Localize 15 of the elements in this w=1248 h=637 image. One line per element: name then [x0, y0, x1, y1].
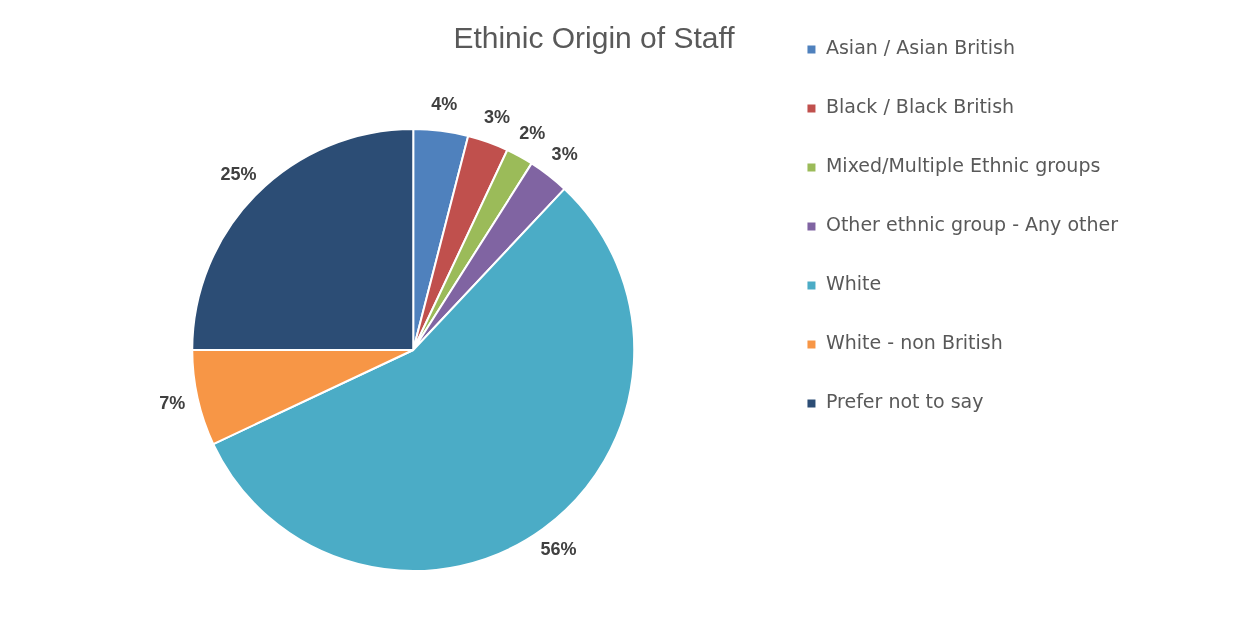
legend-label: Other ethnic group - Any other	[825, 213, 1119, 236]
legend-label: Prefer not to say	[825, 390, 984, 413]
data-label: 56%	[540, 538, 577, 559]
legend-label: White	[825, 272, 882, 295]
chart-title: Ethinic Origin of Staff	[453, 21, 736, 55]
legend-label: Asian / Asian British	[825, 36, 1016, 59]
data-label: 2%	[519, 122, 546, 143]
legend-label: Black / Black British	[825, 95, 1015, 118]
data-label: 25%	[220, 164, 257, 185]
data-label: 7%	[159, 392, 186, 413]
data-label: 3%	[551, 143, 578, 164]
data-label: 4%	[431, 93, 458, 114]
legend-label: Mixed/Multiple Ethnic groups	[825, 154, 1101, 177]
legend-label: White - non British	[825, 331, 1003, 354]
data-label: 3%	[483, 106, 510, 127]
